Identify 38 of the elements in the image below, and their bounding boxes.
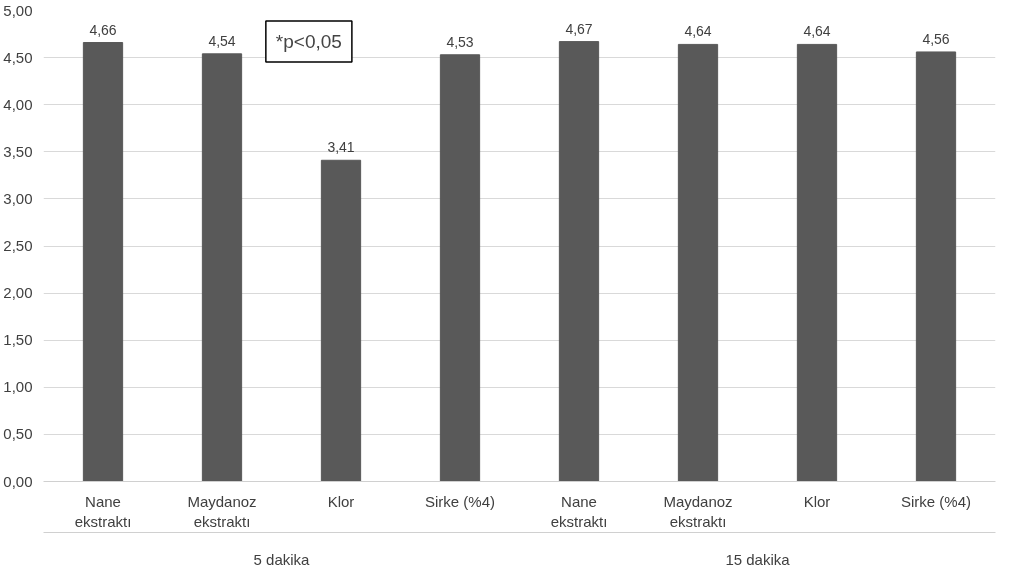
bar: [915, 51, 957, 482]
data-label: 4,54: [208, 32, 236, 49]
data-label: 4,66: [89, 21, 117, 38]
y-tick-label: 4,50: [3, 48, 33, 66]
y-tick-label: 2,00: [3, 284, 33, 302]
x-tick-label: Maydanoz ekstraktı: [663, 492, 733, 530]
data-label: 4,64: [684, 23, 712, 40]
y-tick-label: 0,00: [3, 472, 33, 490]
y-tick-label: 2,50: [3, 237, 33, 254]
y-tick-label: 5,00: [3, 1, 33, 19]
x-tick-label: Nane ekstraktı: [550, 492, 608, 530]
y-tick-label: 3,50: [3, 142, 33, 160]
x-tick-label: Nane ekstraktı: [74, 492, 132, 530]
bar: [439, 54, 481, 482]
data-label: 4,67: [565, 20, 593, 37]
y-tick-label: 3,00: [3, 189, 33, 207]
x-tick-label: Maydanoz ekstraktı: [187, 492, 257, 530]
x-tick-label: Sirke (%4): [424, 492, 496, 510]
annotation: *p<0,05: [275, 31, 342, 53]
text: 15 dakika: [725, 550, 791, 568]
data-label: 3,41: [327, 139, 355, 156]
data-label: 4,53: [446, 33, 474, 50]
data-label: 4,56: [922, 30, 950, 47]
text: 5 dakika: [253, 550, 311, 568]
bar: [201, 53, 243, 482]
bar: [558, 41, 600, 482]
x-tick-label: Sirke (%4): [900, 492, 972, 510]
y-tick-label: 1,00: [3, 378, 33, 396]
x-tick-label: Klor: [327, 492, 355, 510]
bar: [320, 159, 362, 482]
bar: [677, 43, 719, 482]
bar: [796, 43, 838, 482]
x-tick-label: Klor: [803, 492, 831, 510]
y-tick-label: 4,00: [3, 95, 33, 113]
data-label: 4,64: [803, 23, 831, 40]
y-tick-label: 0,50: [3, 425, 33, 443]
bar: [82, 42, 124, 482]
y-tick-label: 1,50: [3, 331, 33, 349]
